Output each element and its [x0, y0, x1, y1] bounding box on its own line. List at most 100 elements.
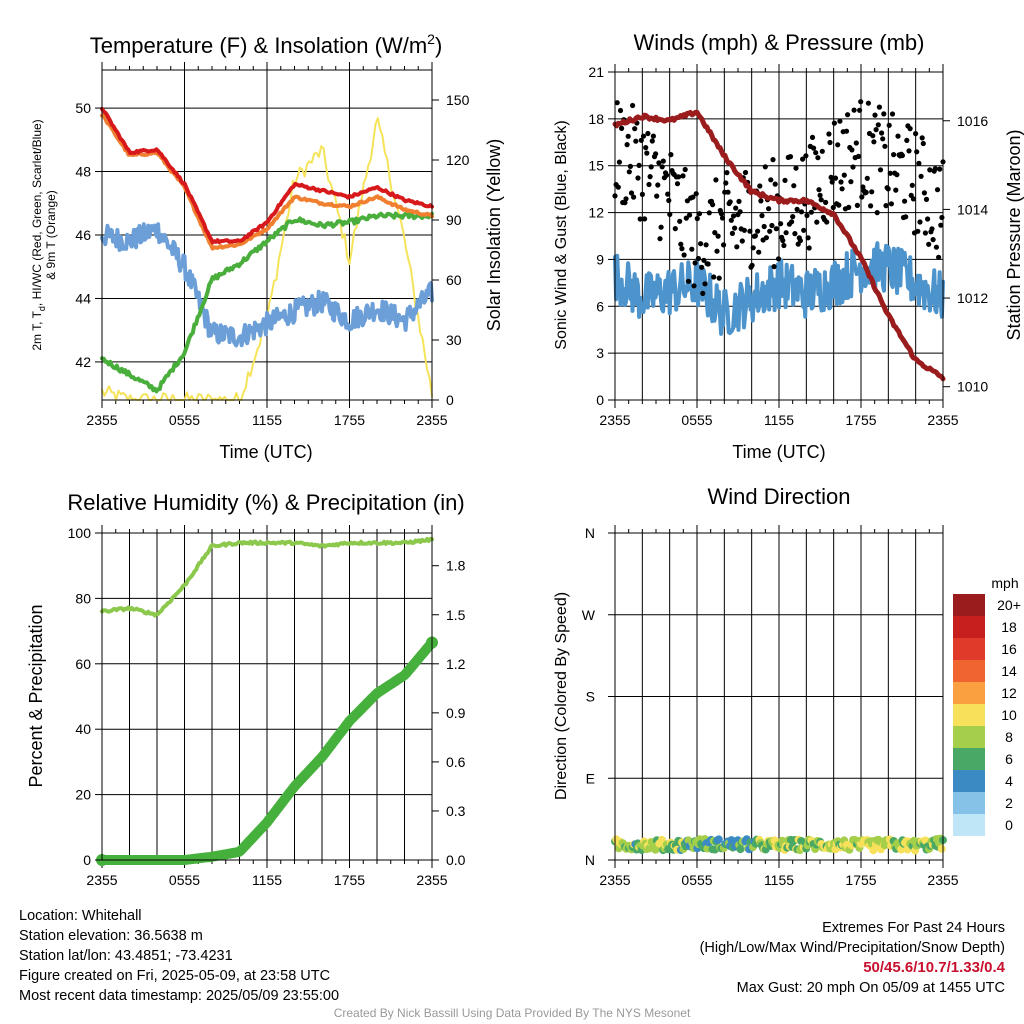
gust-point [643, 145, 649, 151]
direction-point [937, 844, 946, 853]
gust-point [752, 233, 759, 239]
gust-point [761, 223, 767, 230]
extremes-subtitle: (High/Low/Max Wind/Precipitation/Snow De… [699, 940, 1005, 956]
gust-point [616, 159, 623, 165]
gust-point [883, 203, 889, 209]
gust-point [702, 281, 708, 287]
dewpoint-line [100, 211, 434, 394]
temperature-xlabel: Time (UTC) [219, 442, 312, 462]
direction-point [714, 835, 723, 844]
gust-point [877, 167, 884, 173]
gust-point [653, 151, 659, 157]
x-tick-label: 1755 [845, 872, 876, 888]
gust-point [617, 107, 624, 114]
gust-point [730, 213, 737, 219]
gust-point [648, 164, 654, 170]
y-tick-label-right: 1.8 [446, 558, 466, 574]
y-tick-label-left: 46 [75, 227, 91, 243]
legend-label: 4 [1005, 773, 1013, 789]
gust-point [644, 150, 650, 156]
gust-point [832, 175, 839, 181]
gust-point [879, 130, 885, 136]
winds-panel: Winds (mph) & Pressure (mb) 2355 0555 1155… [553, 30, 1024, 462]
gust-point [872, 112, 878, 118]
gust-point [698, 241, 704, 247]
x-tick-label: 1155 [252, 872, 282, 888]
gust-point [910, 196, 917, 202]
direction-tick-label: N [585, 525, 595, 541]
gust-point [649, 138, 655, 144]
gust-point [863, 189, 869, 195]
gust-point [749, 262, 755, 268]
y-tick-label-left: 50 [75, 100, 91, 116]
gust-point [838, 179, 844, 185]
x-tick-label: 0555 [681, 412, 712, 428]
gust-point [694, 215, 700, 222]
gust-point [933, 244, 940, 250]
gust-point [809, 134, 816, 140]
legend-swatch [953, 638, 985, 660]
y-tick-label-left: 100 [68, 525, 92, 541]
gust-point [654, 193, 660, 199]
legend-label: 8 [1005, 729, 1013, 745]
gust-point [791, 183, 797, 189]
gust-point [793, 165, 799, 171]
x-tick-label: 2355 [86, 412, 117, 428]
gust-point [713, 177, 719, 183]
gust-point [797, 238, 804, 244]
gust-point [690, 194, 696, 200]
gust-point [855, 153, 862, 159]
gust-point [759, 213, 765, 219]
gust-point [864, 175, 870, 181]
gust-point [932, 166, 938, 172]
gust-point [747, 228, 753, 234]
gust-point [823, 199, 829, 205]
legend-label: 20+ [997, 597, 1021, 613]
gust-point [926, 241, 932, 247]
gust-point [716, 275, 722, 281]
gust-point [870, 133, 876, 139]
gust-point [627, 163, 634, 169]
gust-point [692, 260, 698, 266]
y-tick-label-left: 15 [588, 158, 604, 174]
y-tick-label-right: 30 [446, 332, 462, 348]
legend-swatch [953, 814, 985, 836]
gust-point [938, 222, 944, 228]
gust-point [640, 133, 647, 139]
gust-point [934, 187, 941, 193]
y-tick-label-left: 18 [588, 111, 604, 127]
temperature-panel-title: Temperature (F) & Insolation (W/m2) [90, 31, 443, 58]
y-tick-label-right: 0.9 [446, 705, 466, 721]
solar-ylabel: Solar Insolation (Yellow) [484, 139, 504, 331]
gust-point [767, 228, 773, 234]
y-tick-label-left: 44 [75, 290, 91, 306]
x-tick-label: 0555 [169, 412, 200, 428]
gust-point [696, 211, 703, 217]
gust-point [851, 107, 857, 113]
gust-point [689, 246, 695, 252]
y-tick-label-right: 1.5 [446, 607, 466, 623]
gust-point [766, 206, 772, 212]
gust-point [914, 149, 920, 155]
gust-point [909, 182, 915, 188]
gust-point [871, 139, 877, 145]
gust-point [917, 219, 923, 225]
gust-point [658, 224, 664, 230]
winds-ylabel-left: Sonic Wind & Gust (Blue, Black) [553, 120, 570, 349]
station-info-line: Station lat/lon: 43.4851; -73.4231 [19, 948, 233, 964]
gust-point [930, 237, 936, 243]
gust-point [845, 112, 851, 118]
gust-point [778, 221, 784, 227]
station-info-line: Most recent data timestamp: 2025/05/09 2… [19, 988, 340, 1004]
gust-point [854, 202, 861, 208]
y-tick-label-right: 150 [446, 92, 470, 108]
relative-humidity-line [100, 536, 434, 618]
humidity-ylabel: Percent & Precipitation [26, 604, 46, 787]
gust-point [875, 122, 881, 128]
gust-point [633, 138, 639, 144]
max-gust: Max Gust: 20 mph On 05/09 at 1455 UTC [736, 980, 1005, 996]
gust-point [721, 242, 727, 248]
gust-point [619, 125, 625, 131]
gust-point [683, 215, 689, 221]
y-tick-label-right: 1012 [957, 290, 988, 306]
